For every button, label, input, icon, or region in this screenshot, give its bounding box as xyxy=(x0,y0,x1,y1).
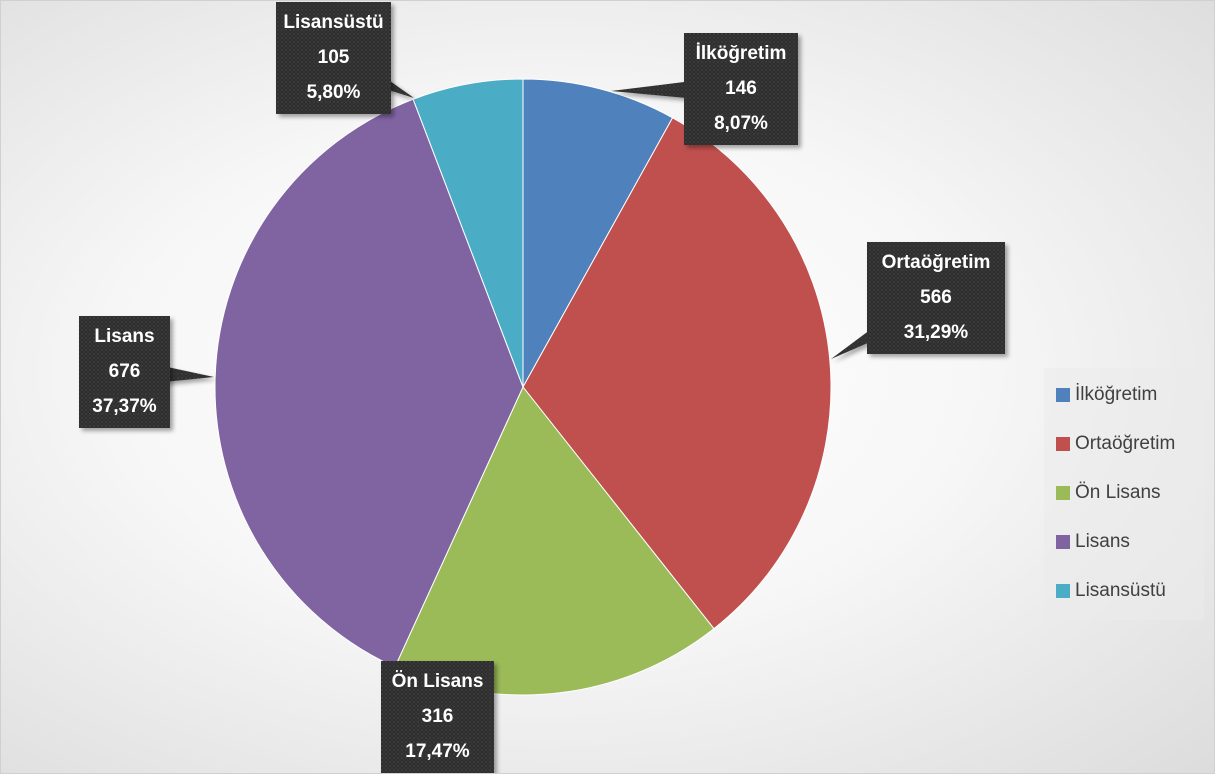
legend: İlköğretim Ortaöğretim Ön Lisans Lisans Lisa… xyxy=(1044,368,1204,620)
legend-label: Ortaöğretim xyxy=(1075,433,1176,454)
legend-swatch xyxy=(1056,535,1070,549)
callout-percent-label: 8,07% xyxy=(714,113,768,134)
callout-percent-label: 37,37% xyxy=(92,396,157,417)
callout-value-label: 316 xyxy=(422,706,454,727)
callout-lisans: Lisans 676 37,37% xyxy=(79,316,214,428)
pie-slices xyxy=(214,78,832,696)
legend-swatch xyxy=(1056,388,1070,402)
callout-category-label: Ön Lisans xyxy=(392,671,484,692)
pie-slice-lisansustu xyxy=(412,78,524,388)
legend-item-ilkogretim: İlköğretim xyxy=(1056,383,1157,407)
callout-percent-label: 17,47% xyxy=(405,741,470,762)
callout-ilkogretim: İlköğretim 146 8,07% xyxy=(611,33,798,145)
callout-category-label: İlköğretim xyxy=(696,43,787,64)
legend-label: Lisansüstü xyxy=(1075,580,1166,601)
callout-lisansustu: Lisansüstü 105 5,80% xyxy=(276,2,414,114)
legend-label: İlköğretim xyxy=(1075,384,1158,405)
pie-slice-ortaogretim xyxy=(522,117,832,630)
callout-percent-label: 5,80% xyxy=(307,82,361,103)
legend-swatch xyxy=(1056,437,1070,451)
callout-value-label: 566 xyxy=(920,287,952,308)
legend-swatch xyxy=(1056,584,1070,598)
legend-label: Lisans xyxy=(1075,531,1130,552)
callout-value-label: 676 xyxy=(109,361,141,382)
pie-slice-ilkogretim xyxy=(522,78,674,389)
legend-label: Ön Lisans xyxy=(1075,482,1161,503)
callout-box xyxy=(867,242,1005,354)
callout-box xyxy=(276,2,391,114)
callout-category-label: Ortaöğretim xyxy=(882,252,991,273)
callout-category-label: Lisansüstü xyxy=(283,12,383,33)
callout-box xyxy=(381,661,494,773)
legend-item-ortaogretim: Ortaöğretim xyxy=(1056,432,1175,456)
callout-ortaogretim: Ortaöğretim 566 31,29% xyxy=(831,242,1005,359)
legend-swatch xyxy=(1056,486,1070,500)
callout-category-label: Lisans xyxy=(94,326,154,347)
callout-value-label: 105 xyxy=(318,47,350,68)
callout-percent-label: 31,29% xyxy=(904,322,969,343)
legend-item-on-lisans: Ön Lisans xyxy=(1056,481,1161,505)
legend-item-lisans: Lisans xyxy=(1056,530,1130,554)
legend-item-lisansustu: Lisansüstü xyxy=(1056,579,1166,603)
callout-on-lisans: Ön Lisans 316 17,47% xyxy=(381,661,494,773)
data-label-callouts: İlköğretim 146 8,07% Ortaöğretim 566 31,29% Ön… xyxy=(79,2,1005,773)
callout-box xyxy=(684,33,798,145)
pie-slice-lisans xyxy=(214,98,524,668)
callout-box xyxy=(79,316,170,428)
callout-value-label: 146 xyxy=(725,78,757,99)
